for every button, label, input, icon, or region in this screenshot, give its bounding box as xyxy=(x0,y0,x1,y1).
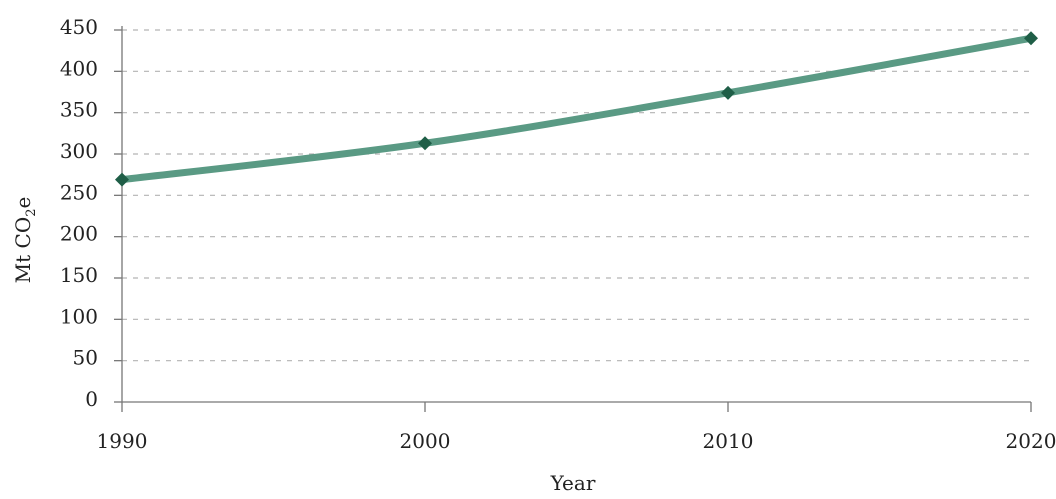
y-axis-title: Mt CO2e xyxy=(11,197,39,284)
x-tick-label: 2020 xyxy=(1006,429,1056,453)
y-tick-label: 100 xyxy=(60,304,98,328)
x-tick-label: 1990 xyxy=(97,429,148,453)
data-point-2010 xyxy=(721,85,735,100)
y-tick-labels: 0 50 100 150 200 250 300 350 400 450 xyxy=(60,15,98,411)
data-point-2020 xyxy=(1024,31,1038,46)
y-tick-label: 300 xyxy=(60,139,98,163)
y-tick-label: 250 xyxy=(60,180,98,204)
x-tick-labels: 1990 2000 2010 2020 xyxy=(97,429,1056,453)
series-group xyxy=(115,31,1038,187)
data-point-2000 xyxy=(418,136,432,151)
axes xyxy=(114,26,1032,412)
x-axis-title: Year xyxy=(550,471,596,495)
y-tick-label: 450 xyxy=(60,15,98,39)
y-tick-label: 0 xyxy=(85,387,98,411)
y-axis-title-main: Mt CO xyxy=(11,217,35,284)
x-tick-label: 2010 xyxy=(703,429,754,453)
y-tick-label: 150 xyxy=(60,263,98,287)
y-tick-label: 50 xyxy=(73,346,98,370)
x-tick-label: 2000 xyxy=(400,429,451,453)
y-tick-label: 350 xyxy=(60,98,98,122)
gridlines xyxy=(122,29,1031,362)
y-axis-title-subscript: 2 xyxy=(24,208,39,216)
data-point-1990 xyxy=(115,172,129,187)
y-tick-label: 200 xyxy=(60,222,98,246)
series-line-0 xyxy=(118,34,1035,184)
y-axis-title-end: e xyxy=(11,197,35,209)
y-tick-label: 400 xyxy=(60,56,98,80)
